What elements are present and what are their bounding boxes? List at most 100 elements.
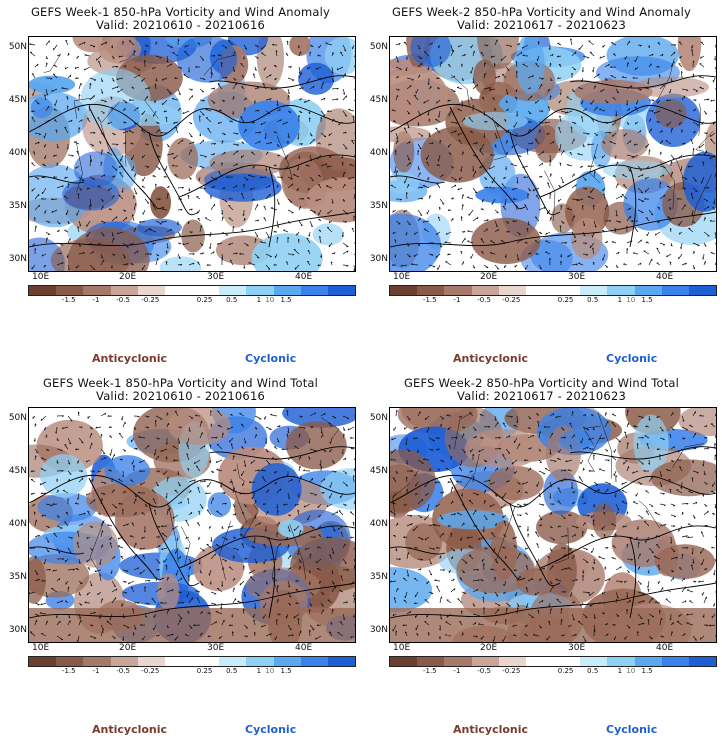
wind-arrow: [318, 229, 322, 233]
wind-arrow: [545, 240, 551, 244]
anticyclonic-area: [29, 608, 355, 642]
wind-arrow: [276, 143, 280, 147]
wind-arrow: [45, 591, 48, 598]
wind-arrow: [174, 635, 179, 641]
wind-arrow: [648, 635, 653, 640]
wind-arrow: [691, 547, 694, 555]
wind-arrow: [111, 55, 115, 59]
wind-arrow: [524, 264, 529, 270]
wind-arrow: [188, 88, 193, 91]
wind-arrow: [582, 132, 590, 135]
wind-arrow: [472, 613, 480, 617]
wind-arrow: [78, 580, 83, 585]
wind-arrow: [621, 489, 628, 494]
wind-arrow: [298, 87, 304, 90]
wind-arrow: [703, 261, 707, 266]
wind-arrow: [428, 242, 434, 245]
wind-arrow: [437, 216, 441, 222]
wind-arrow: [582, 231, 586, 237]
cyclonic-area: [278, 519, 304, 538]
wind-arrow: [436, 585, 441, 593]
wind-arrow: [467, 240, 474, 244]
wind-arrow: [602, 176, 606, 180]
wind-arrow: [303, 503, 311, 508]
wind-arrow: [309, 426, 314, 429]
wind-arrow: [75, 77, 80, 80]
wind-arrow: [516, 607, 519, 615]
wind-arrow: [262, 503, 267, 505]
wind-arrow: [76, 492, 80, 500]
wind-arrow: [216, 510, 223, 516]
wind-arrow: [712, 207, 716, 211]
wind-arrow: [447, 253, 452, 256]
wind-arrow: [516, 176, 519, 184]
wind-arrow: [538, 150, 545, 156]
wind-arrow: [480, 436, 485, 439]
wind-arrow: [254, 558, 258, 564]
wind-arrow: [128, 130, 135, 134]
lon-label: 20E: [480, 272, 498, 282]
wind-arrow: [292, 173, 300, 178]
wind-arrow: [580, 459, 584, 465]
wind-arrow: [320, 465, 323, 472]
wind-arrow: [659, 181, 662, 189]
wind-arrow: [207, 635, 212, 638]
wind-arrow: [352, 591, 355, 598]
wind-arrow: [297, 547, 300, 556]
wind-arrow: [406, 415, 411, 421]
wind-arrow: [488, 186, 496, 189]
wind-arrow: [232, 536, 236, 539]
wind-arrow: [353, 547, 355, 551]
wind-arrow: [166, 88, 172, 95]
wind-arrow: [144, 415, 150, 418]
wind-arrow: [626, 422, 630, 428]
wind-arrow: [34, 225, 38, 233]
wind-arrow: [469, 412, 474, 417]
wind-arrow: [592, 66, 595, 73]
wind-arrow: [329, 154, 333, 159]
wind-arrow: [287, 236, 290, 244]
wind-arrow: [56, 514, 60, 518]
wind-arrow: [100, 481, 107, 485]
wind-arrow: [34, 248, 37, 254]
wind-arrow: [315, 66, 322, 70]
wind-arrow: [342, 220, 348, 223]
wind-arrow: [199, 139, 205, 145]
wind-arrow: [691, 49, 694, 57]
wind-arrow: [417, 172, 421, 178]
wind-arrow: [590, 187, 595, 194]
wind-arrow: [472, 426, 477, 431]
wind-arrow: [67, 415, 73, 422]
wind-arrow: [681, 511, 684, 516]
wind-arrow: [557, 487, 562, 494]
wind-arrow: [45, 220, 51, 224]
colorbar-tick-label: 1.5: [280, 667, 292, 675]
wind-arrow: [137, 491, 146, 494]
wind-arrow: [459, 536, 463, 542]
wind-arrow: [524, 633, 529, 637]
wind-arrow: [309, 492, 317, 496]
wind-arrow: [340, 575, 344, 582]
wind-arrow: [331, 415, 337, 419]
wind-arrow: [516, 481, 521, 485]
wind-arrow: [637, 262, 642, 266]
wind-arrow: [342, 250, 349, 255]
wind-arrow: [461, 503, 467, 510]
wind-arrow: [472, 569, 479, 571]
wind-arrow: [571, 240, 577, 244]
wind-arrow: [111, 454, 116, 461]
wind-arrow: [643, 469, 650, 472]
wind-arrow: [527, 426, 531, 430]
coastline: [29, 103, 355, 137]
wind-arrow: [686, 622, 694, 626]
wind-arrow: [199, 88, 205, 93]
wind-arrow: [549, 536, 555, 541]
wind-arrow: [521, 44, 529, 49]
wind-arrow: [175, 126, 179, 134]
wind-arrow: [155, 558, 161, 564]
wind-arrow: [655, 544, 661, 549]
wind-arrow: [557, 198, 562, 202]
wind-arrow: [111, 588, 118, 593]
wind-arrow: [549, 525, 553, 529]
cyclonic-area: [204, 173, 282, 202]
